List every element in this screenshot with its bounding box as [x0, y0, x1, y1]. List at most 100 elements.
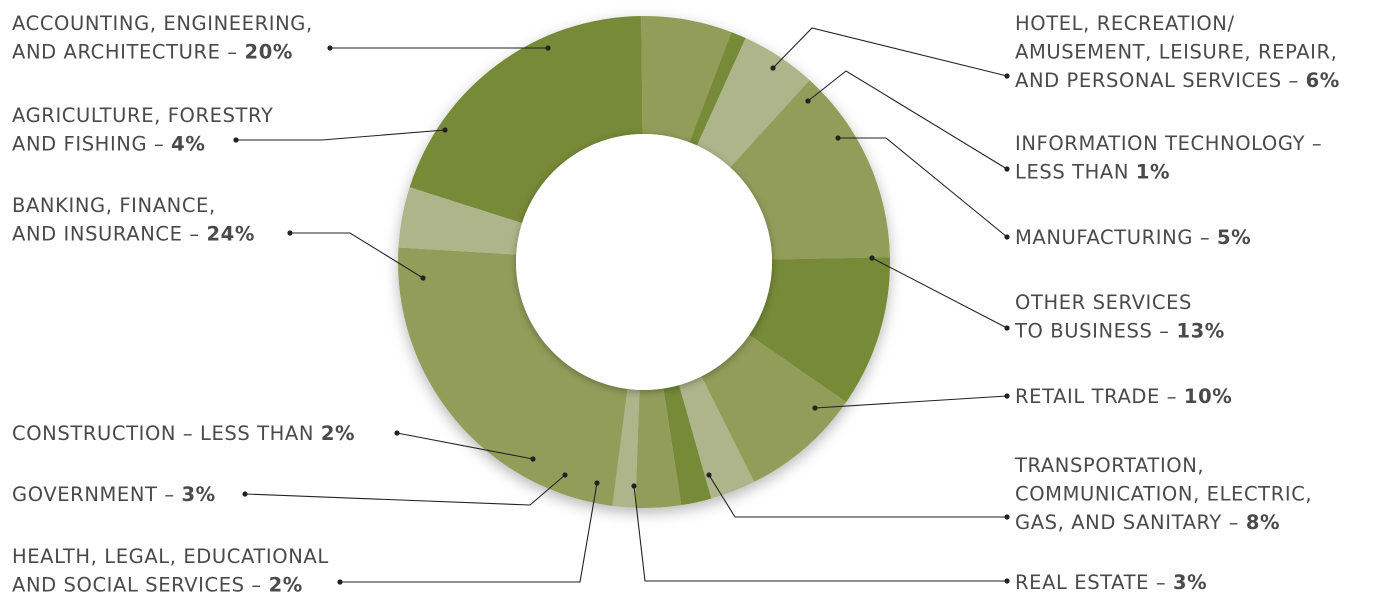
label-dot-government	[242, 491, 248, 497]
slice-real-estate	[679, 376, 755, 499]
label-retail: RETAIL TRADE – 10%	[1015, 385, 1232, 408]
label-line-other-services-1: TO BUSINESS –	[1014, 320, 1176, 343]
label-line-other-services-0: OTHER SERVICES	[1015, 291, 1192, 314]
slice-agriculture	[398, 187, 523, 255]
slice-dot-manufacturing	[835, 135, 841, 141]
pct-value-banking: 24%	[207, 223, 255, 246]
label-line-agriculture-0: AGRICULTURE, FORESTRY	[12, 104, 273, 127]
leader-line-health	[340, 482, 598, 583]
slice-dot-retail	[812, 405, 818, 411]
slice-dot-construction	[530, 456, 536, 462]
slice-dot-accounting	[545, 45, 551, 51]
label-line-accounting-1: AND ARCHITECTURE –	[12, 41, 245, 64]
label-dot-accounting	[327, 45, 333, 51]
slice-banking	[398, 247, 628, 506]
label-dot-manufacturing	[1004, 234, 1010, 240]
slice-hotel	[641, 16, 732, 143]
slice-dot-other-services	[869, 255, 875, 261]
label-dot-agriculture	[233, 137, 239, 143]
slice-accounting	[409, 16, 643, 224]
pct-value-agriculture: 4%	[171, 133, 205, 156]
label-dot-it	[1004, 166, 1010, 172]
slice-it	[689, 32, 746, 146]
label-line-accounting-0: ACCOUNTING, ENGINEERING,	[12, 12, 313, 35]
label-line-transportation-1: COMMUNICATION, ELECTRIC,	[1015, 483, 1312, 506]
label-manufacturing: MANUFACTURING – 5%	[1015, 226, 1251, 249]
label-health: HEALTH, LEGAL, EDUCATIONAL AND SOCIAL SER…	[12, 545, 329, 596]
pct-value-construction: 2%	[321, 422, 355, 445]
pct-value-retail: 10%	[1184, 385, 1232, 408]
label-real-estate: REAL ESTATE – 3%	[1015, 571, 1207, 594]
label-line-it-1: LESS THAN	[1015, 161, 1136, 184]
pct-value-real-estate: 3%	[1173, 571, 1207, 594]
slice-dot-health	[594, 480, 600, 486]
label-line-transportation-2: GAS, AND SANITARY –	[1015, 511, 1246, 534]
label-line-manufacturing-0: MANUFACTURING –	[1015, 226, 1217, 249]
leader-line-manufacturing	[838, 137, 1008, 238]
label-banking: BANKING, FINANCE, AND INSURANCE – 24%	[12, 194, 255, 246]
slice-transportation	[701, 334, 847, 482]
label-line-real-estate-0: REAL ESTATE –	[1015, 571, 1173, 594]
leader-line-other-services	[871, 257, 1008, 329]
label-line-hotel-2: AND PERSONAL SERVICES –	[1015, 69, 1306, 92]
leader-line-transportation	[708, 474, 1007, 518]
label-agriculture: AGRICULTURE, FORESTRY AND FISHING – 4%	[12, 104, 273, 156]
slice-dot-banking	[420, 275, 426, 281]
label-line-hotel-1: AMUSEMENT, LEISURE, REPAIR,	[1015, 41, 1337, 64]
leader-lines-group	[233, 27, 1010, 585]
slice-health	[663, 385, 712, 506]
label-line-transportation-0: TRANSPORTATION,	[1014, 454, 1204, 477]
pct-value-health: 2%	[269, 574, 303, 596]
slice-other-services	[730, 80, 890, 260]
label-line-retail-0: RETAIL TRADE –	[1015, 385, 1184, 408]
label-dot-construction	[394, 430, 400, 436]
pct-value-it: 1%	[1136, 161, 1170, 184]
label-dot-transportation	[1004, 514, 1010, 520]
slices-group	[398, 16, 890, 509]
slice-dot-hotel	[770, 65, 776, 71]
pct-value-transportation: 8%	[1246, 511, 1280, 534]
label-dot-health	[337, 579, 343, 585]
label-line-agriculture-1: AND FISHING –	[12, 133, 171, 156]
pct-value-accounting: 20%	[245, 41, 293, 64]
donut-hole	[516, 134, 772, 390]
leader-line-agriculture	[236, 129, 446, 141]
leader-line-government	[244, 474, 566, 506]
label-line-banking-0: BANKING, FINANCE,	[12, 194, 216, 217]
label-government: GOVERNMENT – 3%	[12, 483, 216, 506]
label-dot-banking	[287, 230, 293, 236]
leader-line-retail	[814, 395, 1008, 409]
label-line-construction-0: CONSTRUCTION – LESS THAN	[12, 422, 321, 445]
pct-value-hotel: 6%	[1306, 69, 1340, 92]
label-it: INFORMATION TECHNOLOGY – LESS THAN 1%	[1015, 132, 1322, 184]
slice-manufacturing	[696, 38, 810, 168]
slice-dot-real-estate	[631, 483, 637, 489]
slice-construction	[612, 388, 640, 508]
label-line-it-0: INFORMATION TECHNOLOGY –	[1015, 132, 1322, 155]
label-hotel: HOTEL, RECREATION/AMUSEMENT, LEISURE, RE…	[1015, 12, 1340, 92]
label-line-banking-1: AND INSURANCE –	[12, 223, 207, 246]
slice-dot-government	[562, 472, 568, 478]
pct-value-manufacturing: 5%	[1217, 226, 1251, 249]
pct-value-government: 3%	[182, 483, 216, 506]
label-construction: CONSTRUCTION – LESS THAN 2%	[12, 422, 355, 445]
leader-line-it	[807, 70, 1008, 170]
label-other-services: OTHER SERVICES TO BUSINESS – 13%	[1014, 291, 1225, 343]
label-line-government-0: GOVERNMENT –	[12, 483, 182, 506]
label-dot-other-services	[1004, 325, 1010, 331]
slice-dot-it	[805, 98, 811, 104]
leader-line-construction	[396, 432, 534, 460]
label-line-health-1: AND SOCIAL SERVICES –	[12, 574, 269, 596]
label-dot-retail	[1004, 393, 1010, 399]
slice-dot-transportation	[706, 472, 712, 478]
leader-line-real-estate	[633, 485, 1007, 582]
slice-retail	[749, 257, 890, 403]
labels-group: ACCOUNTING, ENGINEERING, AND ARCHITECTURE…	[12, 12, 1340, 596]
leader-line-hotel	[772, 27, 1008, 77]
slice-dot-agriculture	[442, 127, 448, 133]
label-dot-hotel	[1004, 73, 1010, 79]
label-dot-real-estate	[1004, 578, 1010, 584]
slice-government	[635, 388, 682, 509]
